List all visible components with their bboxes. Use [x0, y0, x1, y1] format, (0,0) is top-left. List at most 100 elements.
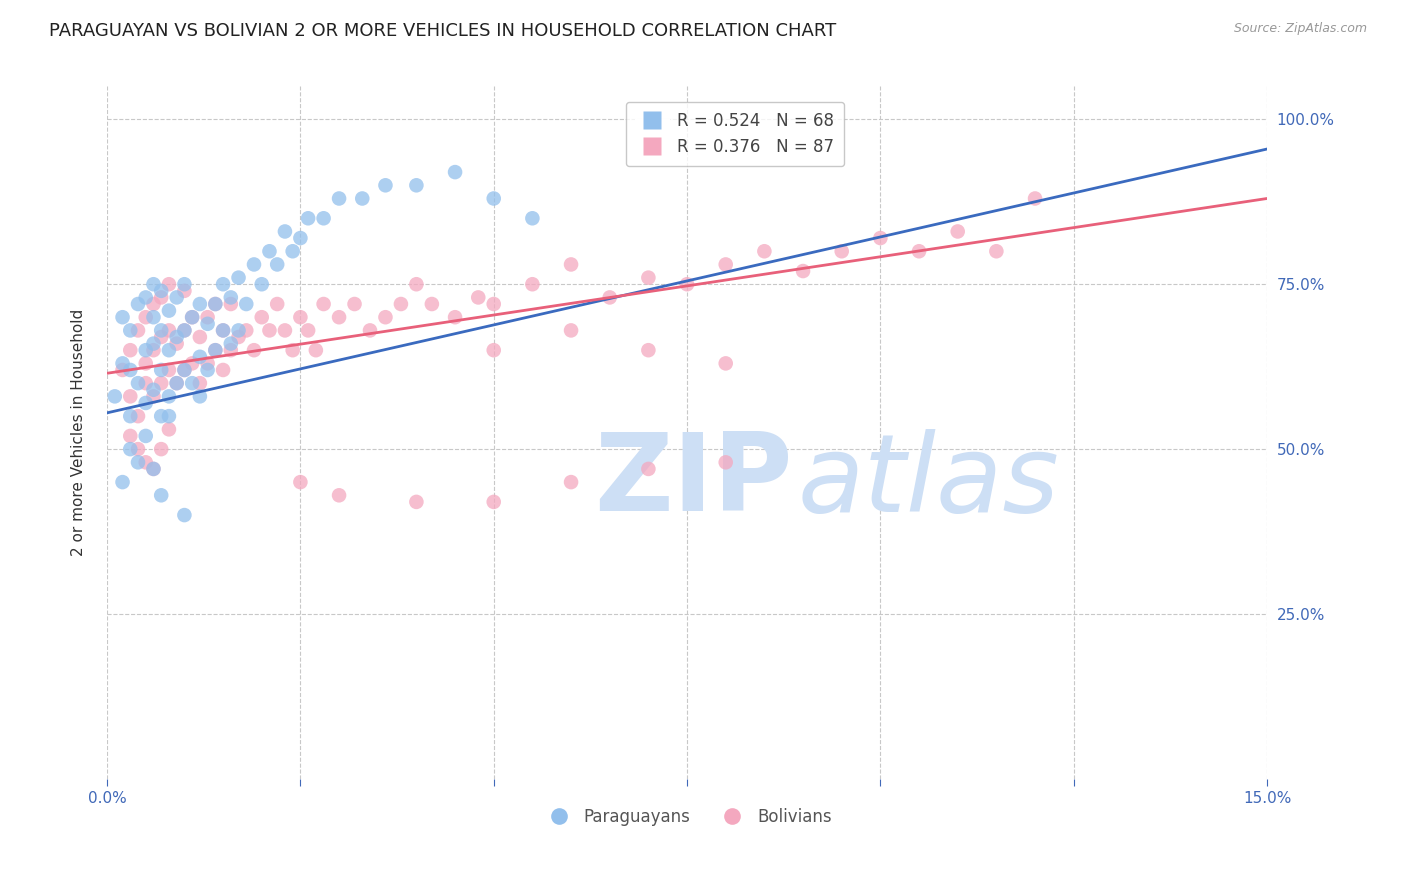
Point	[405, 277, 427, 292]
Point	[599, 290, 621, 304]
Point	[219, 290, 242, 304]
Point	[297, 211, 319, 226]
Point	[212, 323, 235, 337]
Point	[219, 343, 242, 358]
Point	[405, 178, 427, 193]
Point	[250, 310, 273, 325]
Point	[120, 343, 142, 358]
Point	[188, 389, 211, 403]
Point	[281, 343, 304, 358]
Point	[157, 343, 180, 358]
Point	[157, 323, 180, 337]
Point	[235, 297, 257, 311]
Point	[173, 363, 195, 377]
Point	[714, 257, 737, 271]
Point	[869, 231, 891, 245]
Point	[197, 310, 219, 325]
Point	[212, 363, 235, 377]
Point	[482, 495, 505, 509]
Point	[297, 323, 319, 337]
Point	[374, 178, 396, 193]
Point	[343, 297, 366, 311]
Legend: Paraguayans, Bolivians: Paraguayans, Bolivians	[536, 802, 838, 833]
Point	[235, 323, 257, 337]
Point	[150, 330, 173, 344]
Point	[328, 310, 350, 325]
Point	[637, 270, 659, 285]
Point	[135, 455, 157, 469]
Point	[157, 389, 180, 403]
Point	[389, 297, 412, 311]
Point	[135, 356, 157, 370]
Point	[111, 356, 134, 370]
Point	[166, 330, 188, 344]
Point	[352, 192, 374, 206]
Y-axis label: 2 or more Vehicles in Household: 2 or more Vehicles in Household	[72, 309, 86, 557]
Point	[467, 290, 489, 304]
Point	[281, 244, 304, 259]
Point	[676, 277, 699, 292]
Point	[228, 270, 250, 285]
Point	[142, 462, 165, 476]
Point	[188, 330, 211, 344]
Point	[181, 310, 204, 325]
Point	[127, 409, 149, 424]
Point	[120, 323, 142, 337]
Point	[111, 475, 134, 489]
Point	[637, 343, 659, 358]
Point	[266, 257, 288, 271]
Point	[274, 323, 297, 337]
Point	[150, 488, 173, 502]
Point	[188, 350, 211, 364]
Point	[120, 389, 142, 403]
Point	[560, 475, 582, 489]
Point	[173, 323, 195, 337]
Point	[197, 317, 219, 331]
Point	[150, 284, 173, 298]
Point	[243, 343, 266, 358]
Point	[560, 257, 582, 271]
Point	[359, 323, 381, 337]
Point	[142, 389, 165, 403]
Point	[111, 310, 134, 325]
Point	[111, 363, 134, 377]
Point	[135, 429, 157, 443]
Point	[482, 297, 505, 311]
Point	[142, 277, 165, 292]
Point	[188, 297, 211, 311]
Point	[637, 462, 659, 476]
Point	[120, 442, 142, 457]
Point	[908, 244, 931, 259]
Point	[127, 455, 149, 469]
Point	[204, 297, 226, 311]
Point	[142, 383, 165, 397]
Point	[142, 336, 165, 351]
Point	[135, 396, 157, 410]
Point	[120, 429, 142, 443]
Point	[831, 244, 853, 259]
Point	[204, 343, 226, 358]
Point	[157, 277, 180, 292]
Point	[173, 363, 195, 377]
Point	[482, 192, 505, 206]
Point	[290, 475, 312, 489]
Text: ZIP: ZIP	[595, 428, 793, 534]
Point	[754, 244, 776, 259]
Text: PARAGUAYAN VS BOLIVIAN 2 OR MORE VEHICLES IN HOUSEHOLD CORRELATION CHART: PARAGUAYAN VS BOLIVIAN 2 OR MORE VEHICLE…	[49, 22, 837, 40]
Point	[212, 323, 235, 337]
Point	[150, 376, 173, 391]
Point	[792, 264, 814, 278]
Point	[560, 323, 582, 337]
Point	[259, 244, 281, 259]
Point	[986, 244, 1008, 259]
Point	[127, 297, 149, 311]
Point	[522, 211, 544, 226]
Point	[135, 376, 157, 391]
Point	[444, 165, 467, 179]
Point	[173, 323, 195, 337]
Point	[181, 310, 204, 325]
Point	[204, 343, 226, 358]
Point	[266, 297, 288, 311]
Point	[120, 363, 142, 377]
Point	[135, 290, 157, 304]
